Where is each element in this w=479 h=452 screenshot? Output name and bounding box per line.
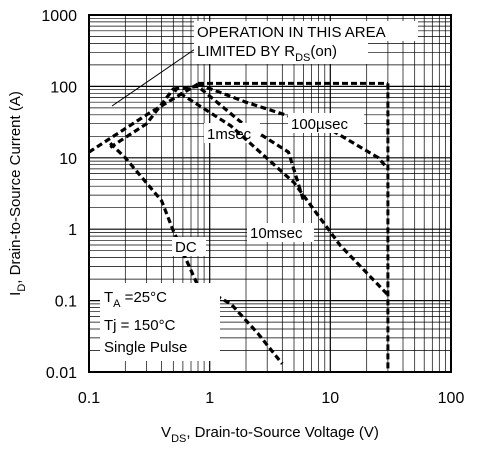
x-axis-title-rest: , Drain-to-Source Voltage (V) <box>186 424 379 441</box>
test-conditions-box: TA =25°C Tj = 150°C Single Pulse <box>100 283 220 361</box>
rds-limit-annotation: OPERATION IN THIS AREA LIMITED BY RDS(on… <box>194 21 418 64</box>
series-line-100-sec <box>197 82 390 170</box>
series-line-dc <box>109 142 284 365</box>
series-group: 100µsec 1msec 10msec DC <box>88 82 390 365</box>
x-axis-title: VDS, Drain-to-Source Voltage (V) <box>161 424 379 445</box>
series-line-10msec <box>109 87 390 297</box>
condition-ta-rest: =25°C <box>121 289 168 306</box>
condition-ta-main: T <box>104 289 113 306</box>
y-tick-label: 1000 <box>41 8 77 25</box>
series-line-1msec <box>173 84 306 202</box>
y-tick-label: 0.01 <box>46 365 77 382</box>
y-tick-label: 0.1 <box>55 294 77 311</box>
y-tick-label: 10 <box>59 151 77 168</box>
series-label-bg-100-sec <box>288 113 364 133</box>
x-axis-title-sub: DS <box>171 433 186 445</box>
x-tick-label: 100 <box>438 390 465 407</box>
y-axis-title-main: I <box>7 292 24 296</box>
y-axis-title-rest: , Drain-to-Source Current (A) <box>7 91 24 284</box>
x-tick-label: 1 <box>205 390 214 407</box>
conditions-background <box>100 283 220 361</box>
x-tick-label: 0.1 <box>78 390 100 407</box>
y-axis-title: ID, Drain-to-Source Current (A) <box>7 91 28 296</box>
condition-ta: TA =25°C <box>104 289 167 310</box>
x-tick-label: 10 <box>321 390 339 407</box>
minor-grid <box>89 15 451 372</box>
series-label-1msec: 1msec <box>207 126 252 143</box>
condition-ta-sub: A <box>113 298 121 310</box>
plot-frame <box>88 14 452 373</box>
annotation-line-1: OPERATION IN THIS AREA <box>197 24 386 41</box>
condition-single-pulse: Single Pulse <box>104 339 187 356</box>
y-axis-title-sub: D <box>16 284 28 292</box>
y-tick-label: 100 <box>50 79 77 96</box>
series-label-dc: DC <box>175 239 197 256</box>
annotation-line-2-main: LIMITED BY R <box>197 43 295 60</box>
annotation-line-2-sub: DS <box>295 52 310 64</box>
y-tick-label: 1 <box>68 222 77 239</box>
series-label-bg-10msec <box>247 223 314 242</box>
limit-lines <box>111 46 390 372</box>
x-axis-title-main: V <box>161 424 171 441</box>
annotation-background-line1 <box>194 21 418 41</box>
series-label-bg-dc <box>172 237 206 256</box>
annotation-line-2: LIMITED BY RDS(on) <box>197 43 337 64</box>
series-label-10msec: 10msec <box>250 225 303 242</box>
annotation-background-line2 <box>194 41 368 64</box>
condition-tj: Tj = 150°C <box>104 317 176 334</box>
series-label-100-sec: 100µsec <box>291 116 349 133</box>
annotation-line-2-end: (on) <box>310 43 337 60</box>
annotation-leader-line <box>111 46 199 107</box>
